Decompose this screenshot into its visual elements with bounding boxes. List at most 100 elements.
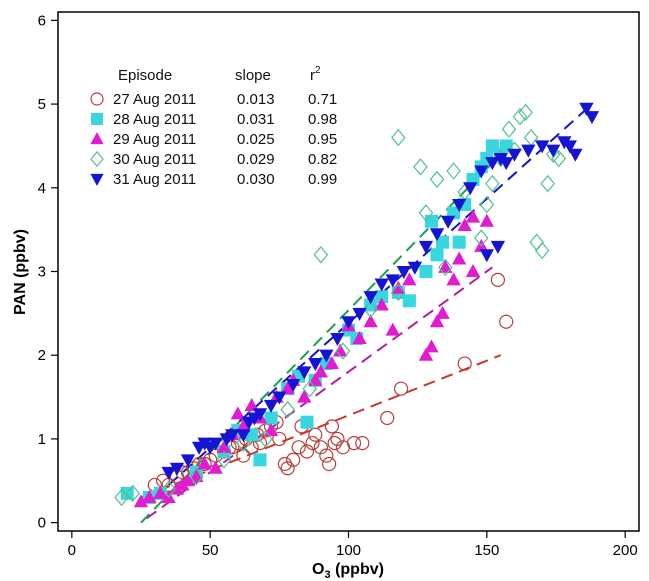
data-point xyxy=(169,462,185,476)
x-tick-label: 50 xyxy=(202,542,219,559)
data-point xyxy=(355,436,370,451)
data-point xyxy=(385,274,400,288)
legend-header-r2: r2 xyxy=(310,65,321,84)
data-point xyxy=(180,473,196,487)
data-point xyxy=(244,397,259,411)
data-point xyxy=(120,486,134,500)
data-point xyxy=(341,316,356,330)
data-point xyxy=(529,233,544,251)
data-point xyxy=(479,249,494,263)
data-point xyxy=(161,480,176,498)
legend-header-episode: Episode xyxy=(118,67,172,84)
data-point xyxy=(436,235,450,249)
legend-marker xyxy=(90,92,104,106)
x-axis-ticks: 0 50 100 150 200 xyxy=(68,531,638,559)
data-point xyxy=(263,399,279,413)
data-point xyxy=(300,415,314,429)
data-point xyxy=(424,339,439,353)
data-point xyxy=(429,170,445,189)
data-point xyxy=(133,494,149,508)
data-point xyxy=(352,307,367,321)
data-point xyxy=(308,358,323,372)
data-point xyxy=(474,229,489,247)
data-point xyxy=(297,389,312,403)
data-point xyxy=(330,431,345,447)
data-point xyxy=(252,436,268,451)
data-point xyxy=(142,490,157,504)
data-point xyxy=(286,378,301,392)
legend-r2: 0.71 xyxy=(308,91,337,108)
data-point xyxy=(521,144,536,158)
data-point xyxy=(189,467,204,486)
data-point xyxy=(189,469,204,483)
data-point xyxy=(501,120,517,138)
legend-header-r2-sup: 2 xyxy=(315,65,321,76)
data-point xyxy=(313,246,329,264)
data-point xyxy=(335,342,351,360)
data-point xyxy=(463,182,478,196)
x-axis-label-subscript: 3 xyxy=(325,569,331,581)
data-point xyxy=(446,162,461,180)
x-tick-label: 100 xyxy=(336,542,361,559)
data-point xyxy=(490,272,505,287)
data-point xyxy=(534,241,550,260)
legend-slope: 0.029 xyxy=(237,151,275,168)
data-point xyxy=(457,356,472,371)
data-point xyxy=(485,157,500,171)
legend: Episode slope r2 27 Aug 2011 0.013 0.71 28 … xyxy=(90,65,337,188)
data-point xyxy=(440,215,456,229)
data-point xyxy=(380,410,395,426)
x-axis-label-main: O xyxy=(312,561,324,578)
plot-frame xyxy=(57,11,640,532)
data-point xyxy=(363,314,378,328)
data-point xyxy=(579,102,594,116)
data-point xyxy=(429,314,445,328)
data-point xyxy=(297,366,312,380)
data-point xyxy=(391,128,406,147)
data-point xyxy=(236,434,251,452)
data-point xyxy=(277,456,292,472)
data-point xyxy=(518,103,533,122)
data-point xyxy=(236,448,251,463)
data-point xyxy=(114,488,129,507)
data-point xyxy=(161,466,176,480)
data-point xyxy=(333,343,348,357)
data-point xyxy=(125,484,140,503)
legend-slope: 0.025 xyxy=(237,131,275,148)
x-tick-label: 0 xyxy=(68,542,76,559)
legend-slope: 0.030 xyxy=(237,171,275,188)
data-point xyxy=(280,381,295,395)
data-point xyxy=(302,379,318,398)
data-point xyxy=(305,436,320,451)
data-point xyxy=(393,381,409,396)
data-point xyxy=(429,228,445,242)
legend-episode: 29 Aug 2011 xyxy=(113,131,196,148)
legend-r2: 0.82 xyxy=(308,151,337,168)
data-point xyxy=(418,347,434,361)
data-point xyxy=(216,451,232,469)
data-point xyxy=(363,291,378,305)
data-point xyxy=(457,217,472,231)
data-point xyxy=(264,411,278,425)
data-point xyxy=(452,251,467,265)
data-point xyxy=(364,298,378,312)
data-point xyxy=(523,128,539,147)
legend-header-slope: slope xyxy=(235,67,271,84)
data-point xyxy=(435,305,450,319)
data-point xyxy=(425,214,438,228)
data-point xyxy=(308,427,323,442)
data-point xyxy=(402,272,417,286)
data-point xyxy=(258,430,273,448)
data-point xyxy=(396,265,411,279)
data-point xyxy=(407,261,423,275)
data-point xyxy=(391,280,406,294)
legend-episode: 27 Aug 2011 xyxy=(113,91,196,108)
data-point xyxy=(280,461,295,476)
data-point xyxy=(253,453,267,467)
data-point xyxy=(446,272,461,286)
data-point xyxy=(402,294,416,308)
data-point xyxy=(418,240,434,254)
y-tick-label: 2 xyxy=(38,347,46,364)
data-point xyxy=(208,460,223,474)
data-point xyxy=(562,140,577,154)
